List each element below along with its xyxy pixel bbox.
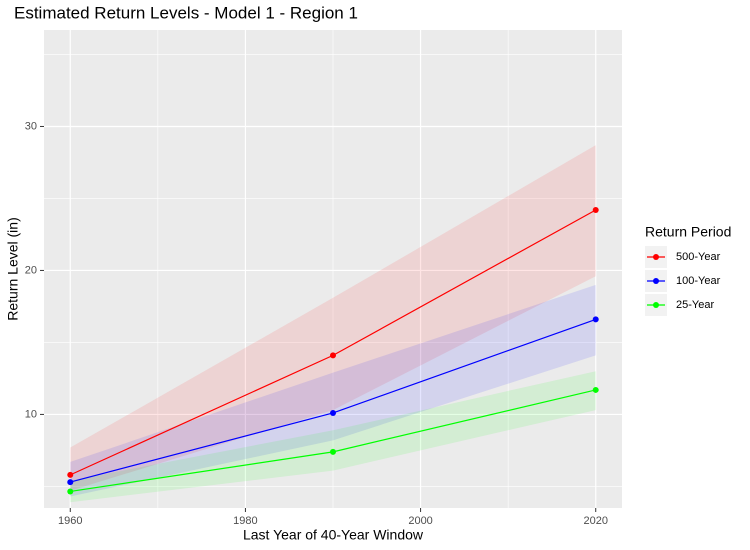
y-tick-label: 30: [25, 120, 37, 132]
legend-point: [653, 302, 659, 308]
legend-point: [653, 254, 659, 260]
point: [67, 479, 74, 486]
point: [67, 488, 74, 495]
confidence-ribbon: [70, 371, 596, 503]
point: [592, 316, 599, 323]
point: [592, 386, 599, 393]
point: [330, 352, 336, 359]
y-tick-label: 10: [25, 408, 37, 420]
x-axis-label: Last Year of 40-Year Window: [243, 527, 424, 543]
confidence-ribbon: [70, 145, 596, 491]
point: [330, 409, 336, 416]
legend-label: 25-Year: [676, 299, 714, 311]
point: [592, 206, 599, 213]
legend-point: [653, 278, 659, 284]
chart-title: Estimated Return Levels - Model 1 - Regi…: [14, 3, 358, 22]
confidence-ribbon: [70, 284, 596, 497]
legend-title: Return Period: [645, 224, 731, 240]
x-tick-label: 1960: [58, 515, 82, 527]
legend-label: 100-Year: [676, 275, 721, 287]
x-tick-label: 1980: [233, 515, 257, 527]
x-tick-label: 2000: [408, 515, 432, 527]
y-axis-label: Return Level (in): [5, 217, 21, 321]
x-tick-label: 2020: [583, 515, 607, 527]
point: [330, 448, 336, 455]
legend-label: 500-Year: [676, 251, 721, 263]
point: [67, 471, 74, 478]
y-tick-label: 20: [25, 264, 37, 276]
